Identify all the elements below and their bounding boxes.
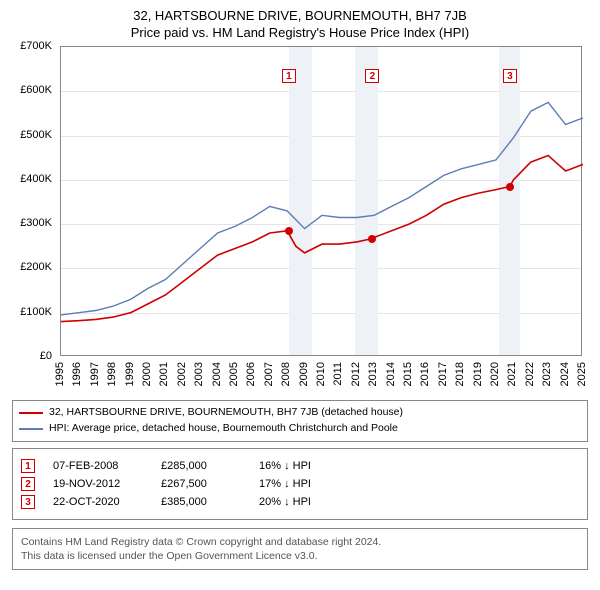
x-tick-label: 2016 bbox=[419, 362, 431, 386]
x-tick-label: 2020 bbox=[489, 362, 501, 386]
x-tick-label: 1998 bbox=[106, 362, 118, 386]
y-tick-label: £0 bbox=[40, 350, 52, 362]
legend-swatch bbox=[19, 428, 43, 430]
x-tick-label: 2001 bbox=[158, 362, 170, 386]
event-date: 22-OCT-2020 bbox=[53, 496, 143, 508]
event-delta: 16% ↓ HPI bbox=[259, 460, 311, 472]
y-tick-label: £200K bbox=[20, 261, 52, 273]
x-tick-label: 2018 bbox=[454, 362, 466, 386]
x-tick-label: 2017 bbox=[437, 362, 449, 386]
x-tick-label: 1995 bbox=[54, 362, 66, 386]
x-tick-label: 2025 bbox=[576, 362, 588, 386]
y-tick-label: £300K bbox=[20, 217, 52, 229]
footer-box: Contains HM Land Registry data © Crown c… bbox=[12, 528, 588, 570]
title-address: 32, HARTSBOURNE DRIVE, BOURNEMOUTH, BH7 … bbox=[12, 8, 588, 23]
event-row: 1 07-FEB-2008 £285,000 16% ↓ HPI bbox=[21, 459, 579, 473]
x-tick-label: 2009 bbox=[298, 362, 310, 386]
y-tick-label: £400K bbox=[20, 173, 52, 185]
legend-swatch bbox=[19, 412, 43, 414]
event-price: £267,500 bbox=[161, 478, 241, 490]
title-block: 32, HARTSBOURNE DRIVE, BOURNEMOUTH, BH7 … bbox=[12, 8, 588, 40]
y-tick-label: £500K bbox=[20, 129, 52, 141]
x-tick-label: 2021 bbox=[506, 362, 518, 386]
x-tick-label: 2022 bbox=[524, 362, 536, 386]
legend-item: 32, HARTSBOURNE DRIVE, BOURNEMOUTH, BH7 … bbox=[19, 405, 581, 421]
x-tick-label: 2019 bbox=[472, 362, 484, 386]
events-box: 1 07-FEB-2008 £285,000 16% ↓ HPI 2 19-NO… bbox=[12, 448, 588, 520]
x-tick-label: 2015 bbox=[402, 362, 414, 386]
event-delta: 20% ↓ HPI bbox=[259, 496, 311, 508]
x-tick-label: 2014 bbox=[385, 362, 397, 386]
title-subtitle: Price paid vs. HM Land Registry's House … bbox=[12, 25, 588, 40]
x-tick-label: 2005 bbox=[228, 362, 240, 386]
x-tick-label: 2024 bbox=[559, 362, 571, 386]
x-tick-label: 2003 bbox=[193, 362, 205, 386]
chart-marker-box: 3 bbox=[503, 69, 517, 83]
event-price: £285,000 bbox=[161, 460, 241, 472]
x-tick-label: 1999 bbox=[124, 362, 136, 386]
legend-box: 32, HARTSBOURNE DRIVE, BOURNEMOUTH, BH7 … bbox=[12, 400, 588, 442]
x-tick-label: 2013 bbox=[367, 362, 379, 386]
event-price: £385,000 bbox=[161, 496, 241, 508]
x-tick-label: 2023 bbox=[541, 362, 553, 386]
event-date: 19-NOV-2012 bbox=[53, 478, 143, 490]
event-row: 3 22-OCT-2020 £385,000 20% ↓ HPI bbox=[21, 495, 579, 509]
chart-marker-dot bbox=[285, 227, 293, 235]
x-tick-label: 2011 bbox=[332, 362, 344, 386]
event-marker-icon: 2 bbox=[21, 477, 35, 491]
legend-label: 32, HARTSBOURNE DRIVE, BOURNEMOUTH, BH7 … bbox=[49, 405, 403, 421]
legend-label: HPI: Average price, detached house, Bour… bbox=[49, 421, 398, 437]
chart-area: £0£100K£200K£300K£400K£500K£600K£700K 12… bbox=[12, 46, 588, 396]
x-tick-label: 2006 bbox=[245, 362, 257, 386]
legend-item: HPI: Average price, detached house, Bour… bbox=[19, 421, 581, 437]
y-tick-label: £600K bbox=[20, 84, 52, 96]
chart-marker-box: 1 bbox=[282, 69, 296, 83]
x-tick-label: 2010 bbox=[315, 362, 327, 386]
x-tick-label: 2012 bbox=[350, 362, 362, 386]
chart-marker-dot bbox=[506, 183, 514, 191]
event-marker-icon: 3 bbox=[21, 495, 35, 509]
x-tick-label: 2002 bbox=[176, 362, 188, 386]
event-marker-icon: 1 bbox=[21, 459, 35, 473]
y-tick-label: £700K bbox=[20, 40, 52, 52]
event-date: 07-FEB-2008 bbox=[53, 460, 143, 472]
footer-line: Contains HM Land Registry data © Crown c… bbox=[21, 535, 579, 549]
x-tick-label: 2004 bbox=[211, 362, 223, 386]
chart-marker-box: 2 bbox=[365, 69, 379, 83]
x-tick-label: 2007 bbox=[263, 362, 275, 386]
x-tick-label: 2008 bbox=[280, 362, 292, 386]
chart-marker-dot bbox=[368, 235, 376, 243]
chart-container: 32, HARTSBOURNE DRIVE, BOURNEMOUTH, BH7 … bbox=[0, 0, 600, 578]
y-tick-label: £100K bbox=[20, 306, 52, 318]
footer-line: This data is licensed under the Open Gov… bbox=[21, 549, 579, 563]
event-row: 2 19-NOV-2012 £267,500 17% ↓ HPI bbox=[21, 477, 579, 491]
x-tick-label: 2000 bbox=[141, 362, 153, 386]
event-delta: 17% ↓ HPI bbox=[259, 478, 311, 490]
x-tick-label: 1996 bbox=[71, 362, 83, 386]
plot-region: 1 2 3 bbox=[60, 46, 582, 356]
x-axis-labels: 1995199619971998199920002001200220032004… bbox=[60, 358, 582, 396]
x-tick-label: 1997 bbox=[89, 362, 101, 386]
y-axis-labels: £0£100K£200K£300K£400K£500K£600K£700K bbox=[12, 46, 56, 356]
